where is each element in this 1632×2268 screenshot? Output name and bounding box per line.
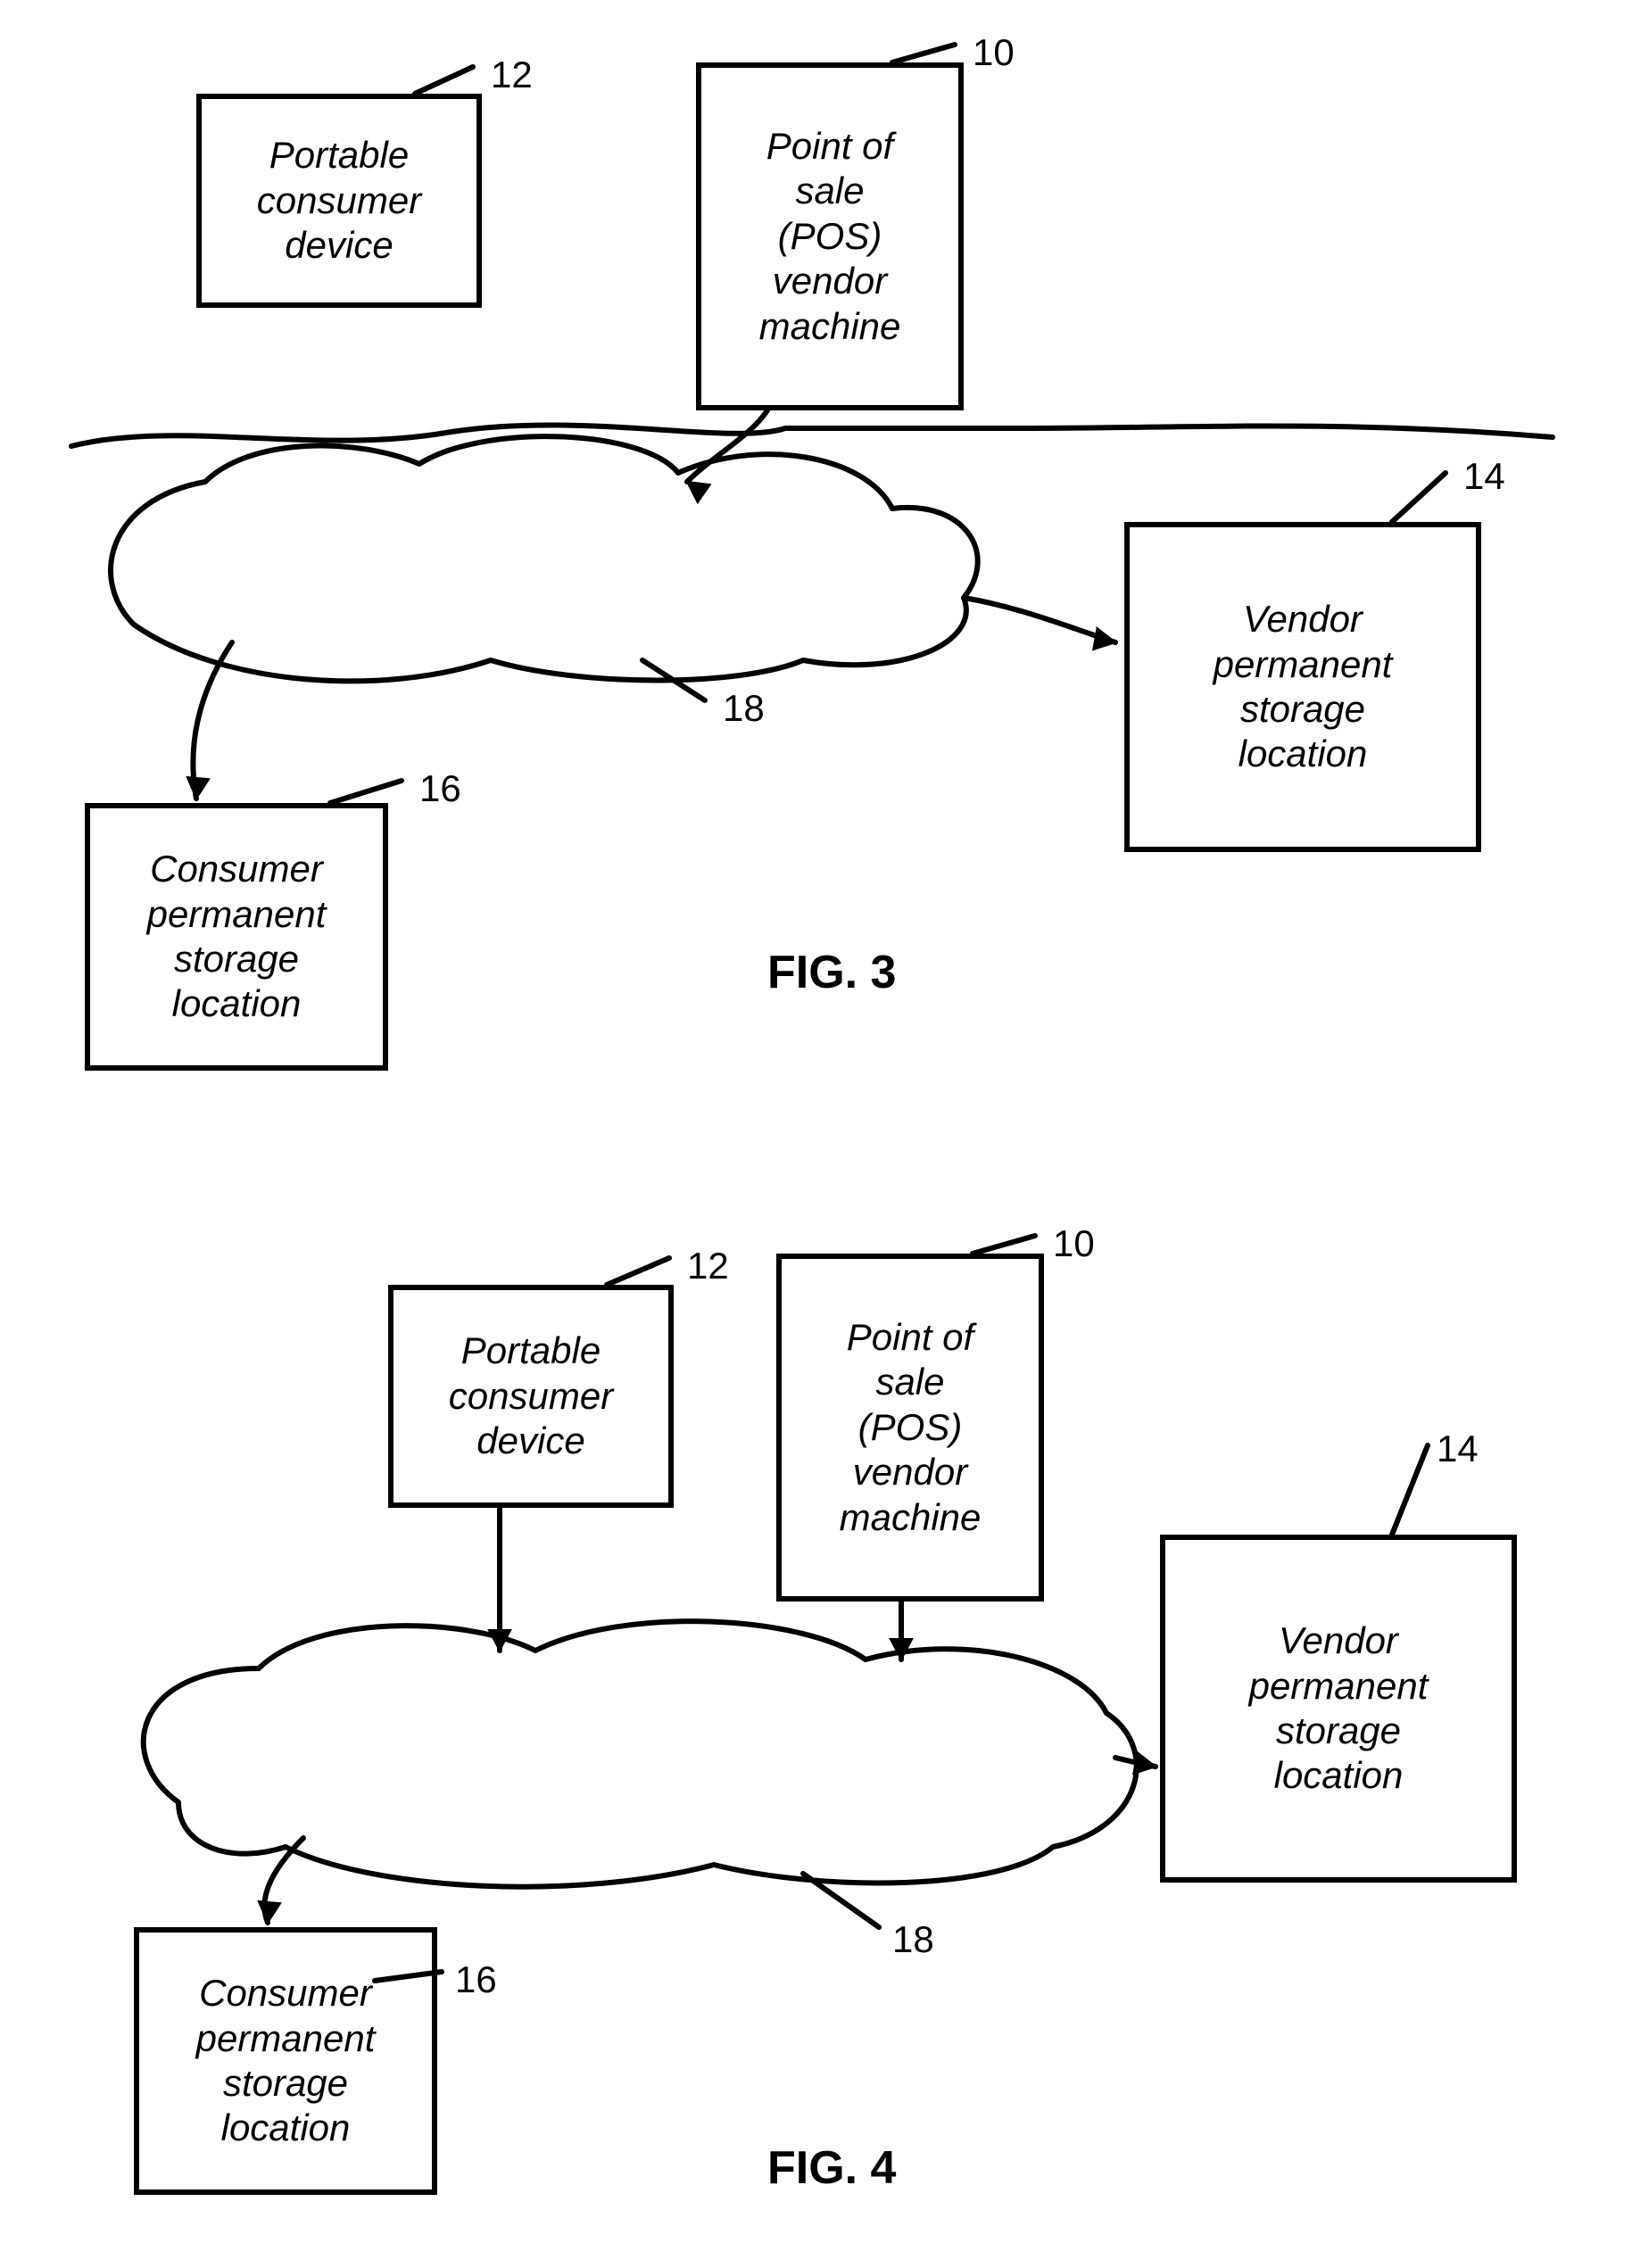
fig4-pos-text: Point ofsale(POS)vendormachine bbox=[840, 1315, 982, 1540]
fig4-ref-18: 18 bbox=[892, 1918, 934, 1961]
fig4-label: FIG. 4 bbox=[767, 2141, 896, 2195]
fig4-ref-12: 12 bbox=[687, 1245, 729, 1287]
fig4-vendor-text: Vendorpermanentstoragelocation bbox=[1249, 1618, 1429, 1799]
fig4-consumer-text: Consumerpermanentstoragelocation bbox=[196, 1971, 376, 2151]
fig3-ref-14: 14 bbox=[1463, 455, 1505, 498]
fig3-label: FIG. 3 bbox=[767, 946, 896, 999]
fig3-portable-box: Portableconsumerdevice bbox=[196, 94, 482, 308]
fig3-ref-18: 18 bbox=[723, 687, 765, 730]
canvas: Portableconsumerdevice Point ofsale(POS)… bbox=[0, 0, 1632, 2268]
fig4-consumer-box: Consumerpermanentstoragelocation bbox=[134, 1927, 437, 2195]
fig3-vendor-box: Vendorpermanentstoragelocation bbox=[1124, 522, 1481, 852]
fig3-vendor-text: Vendorpermanentstoragelocation bbox=[1214, 597, 1393, 777]
fig4-ref-16: 16 bbox=[455, 1958, 497, 2001]
fig3-pos-text: Point ofsale(POS)vendormachine bbox=[759, 124, 901, 349]
fig3-pos-box: Point ofsale(POS)vendormachine bbox=[696, 62, 964, 410]
fig4-portable-box: Portableconsumerdevice bbox=[388, 1285, 674, 1508]
fig4-pos-box: Point ofsale(POS)vendormachine bbox=[776, 1254, 1044, 1602]
fig3-consumer-box: Consumerpermanentstoragelocation bbox=[85, 803, 388, 1071]
fig4-ref-14: 14 bbox=[1437, 1428, 1479, 1470]
fig4-portable-text: Portableconsumerdevice bbox=[449, 1329, 613, 1463]
fig3-portable-text: Portableconsumerdevice bbox=[257, 133, 421, 268]
fig3-ref-12: 12 bbox=[491, 54, 533, 96]
fig4-vendor-box: Vendorpermanentstoragelocation bbox=[1160, 1535, 1517, 1883]
fig3-consumer-text: Consumerpermanentstoragelocation bbox=[147, 847, 327, 1027]
fig4-ref-10: 10 bbox=[1053, 1222, 1095, 1265]
fig3-ref-16: 16 bbox=[419, 767, 461, 810]
fig3-ref-10: 10 bbox=[973, 31, 1015, 74]
